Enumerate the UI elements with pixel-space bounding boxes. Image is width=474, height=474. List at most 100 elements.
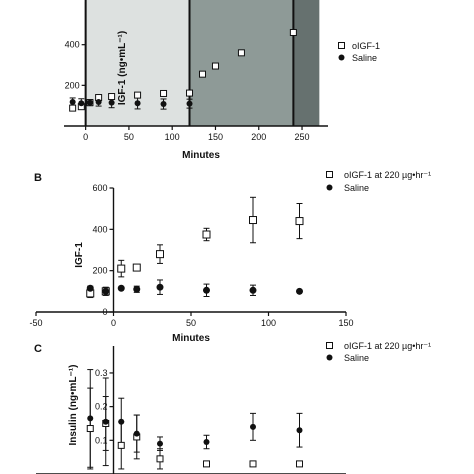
oigf1-point xyxy=(202,230,211,239)
oigf1-point xyxy=(289,28,297,36)
panel-b: B -50 0 50 100 150 0 200 400 600 IGF-1 Minutes o… xyxy=(29,170,431,344)
saline-point xyxy=(69,99,76,106)
saline-point xyxy=(156,283,164,291)
saline-point xyxy=(296,427,303,434)
saline-point xyxy=(157,440,163,447)
legend-saline-marker xyxy=(326,354,333,361)
legend-oigf1-marker xyxy=(326,171,333,178)
oigf1-point xyxy=(211,62,219,70)
oigf1-point xyxy=(69,104,77,112)
panel-a-x-title: Minutes xyxy=(182,150,220,161)
y-tick-label: 400 xyxy=(65,40,80,50)
x-tick-label: 250 xyxy=(295,132,310,142)
saline-point xyxy=(250,423,256,430)
legend-oigf1-label: oIGF-1 at 220 µg•hr⁻¹ xyxy=(344,170,431,180)
saline-point xyxy=(134,100,141,107)
panel-b-legend: oIGF-1 at 220 µg•hr⁻¹ Saline xyxy=(326,170,431,193)
saline-point xyxy=(86,99,93,106)
x-tick-label: 100 xyxy=(261,318,276,328)
oigf1-point xyxy=(108,93,116,101)
legend-saline-label: Saline xyxy=(352,53,377,63)
saline-point xyxy=(95,99,102,106)
x-tick-label: -50 xyxy=(29,318,42,328)
legend-saline-label: Saline xyxy=(344,353,369,363)
x-tick-label: 200 xyxy=(251,132,266,142)
panel-b-letter: B xyxy=(34,172,42,184)
oigf1-point xyxy=(237,49,245,57)
saline-point xyxy=(118,418,125,425)
saline-point xyxy=(108,99,115,106)
panel-c-marks xyxy=(86,369,303,470)
panel-a-legend: oIGF-1 Saline xyxy=(338,41,380,63)
y-tick-label: 0.1 xyxy=(95,435,108,445)
panel-a-y-title: IGF-1 (ng•mL⁻¹) xyxy=(117,31,128,105)
saline-point xyxy=(102,287,110,295)
panel-b-y-title: IGF-1 xyxy=(74,242,85,268)
y-tick-label: 0 xyxy=(102,307,107,317)
oigf1-point xyxy=(186,89,194,97)
panel-c-legend: oIGF-1 at 220 µg•hr⁻¹ Saline xyxy=(326,341,431,363)
saline-point xyxy=(117,284,125,292)
oigf1-point xyxy=(134,91,142,99)
treatment-period-3 xyxy=(293,0,320,126)
oigf1-point xyxy=(198,70,206,78)
y-tick-label: 600 xyxy=(92,183,107,193)
panel-a: 0 50 100 150 200 250 200 400 IGF-1 (ng•mL⁻¹) Mi… xyxy=(64,0,380,161)
x-tick-label: 0 xyxy=(111,318,116,328)
oigf1-point xyxy=(117,441,125,449)
saline-point xyxy=(87,415,94,422)
x-tick-label: 0 xyxy=(83,132,88,142)
x-tick-label: 50 xyxy=(186,318,196,328)
saline-point xyxy=(296,287,303,295)
treatment-periods xyxy=(84,0,320,126)
panel-c: C 0.1 0.2 0.3 Insulin (ng•mL⁻¹) oIGF-1 at … xyxy=(34,341,431,474)
oigf1-point xyxy=(132,263,141,272)
legend-oigf1-label: oIGF-1 at 220 µg•hr⁻¹ xyxy=(344,341,431,351)
panel-b-axes: -50 0 50 100 150 0 200 400 600 xyxy=(29,183,353,328)
x-tick-label: 100 xyxy=(165,132,180,142)
saline-point xyxy=(86,284,94,292)
x-tick-label: 150 xyxy=(208,132,223,142)
saline-point xyxy=(186,100,193,107)
saline-point xyxy=(133,285,141,293)
y-tick-label: 0.2 xyxy=(95,402,108,412)
oigf1-point xyxy=(117,264,126,273)
legend-oigf1-marker xyxy=(326,342,333,349)
oigf1-point xyxy=(86,425,94,433)
x-tick-label: 150 xyxy=(338,318,353,328)
saline-point xyxy=(102,418,109,425)
oigf1-point xyxy=(295,217,304,226)
panel-b-marks xyxy=(86,196,304,299)
legend-saline-marker xyxy=(326,184,333,191)
panel-c-y-title: Insulin (ng•mL⁻¹) xyxy=(68,365,79,446)
oigf1-point xyxy=(156,455,164,463)
oigf1-point xyxy=(203,460,210,468)
oigf1-point xyxy=(160,89,168,97)
legend-oigf1-marker xyxy=(338,42,345,49)
oigf1-point xyxy=(249,216,257,225)
y-tick-label: 0.3 xyxy=(95,368,108,378)
treatment-period-2 xyxy=(189,0,294,126)
saline-point xyxy=(203,286,210,294)
saline-point xyxy=(203,439,210,445)
saline-point xyxy=(78,100,85,107)
saline-point xyxy=(160,101,167,108)
panel-a-marks xyxy=(69,28,297,112)
panel-b-x-title: Minutes xyxy=(172,333,210,344)
y-tick-label: 200 xyxy=(92,266,107,276)
saline-point xyxy=(249,286,257,294)
oigf1-point xyxy=(296,460,303,468)
y-tick-label: 400 xyxy=(92,224,107,234)
panel-c-axes: 0.1 0.2 0.3 xyxy=(36,346,346,474)
legend-saline-label: Saline xyxy=(344,183,369,193)
panel-c-letter: C xyxy=(34,343,42,355)
x-tick-label: 50 xyxy=(124,132,134,142)
legend-oigf1-label: oIGF-1 xyxy=(352,41,380,51)
y-tick-label: 200 xyxy=(65,80,80,90)
panel-a-axes: 0 50 100 150 200 250 200 400 xyxy=(64,2,328,142)
oigf1-point xyxy=(249,460,257,468)
legend-saline-marker xyxy=(338,54,345,61)
saline-point xyxy=(133,430,140,437)
oigf1-point xyxy=(156,250,164,259)
